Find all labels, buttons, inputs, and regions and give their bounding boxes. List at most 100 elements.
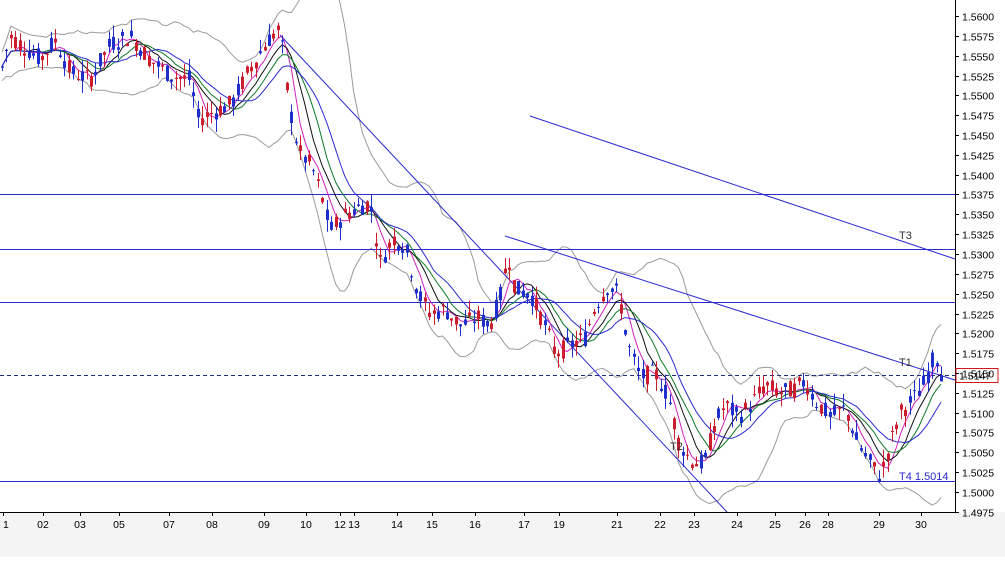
candle-body — [46, 53, 49, 55]
trendlines — [279, 34, 956, 513]
candle-body — [709, 433, 712, 451]
candle-body — [393, 236, 396, 246]
candle-body — [326, 209, 329, 221]
candle-body — [700, 454, 703, 469]
candle-body — [820, 404, 823, 414]
candle-body — [433, 310, 436, 314]
y-axis-ticks: 1.5600 1.5575 1.5550 1.5525 1.5500 1.5475 1.54… — [955, 12, 994, 520]
candle-body — [90, 76, 93, 87]
candle-body — [264, 47, 267, 51]
candle-body — [5, 49, 8, 51]
candle-body — [535, 297, 538, 311]
candle-body — [419, 291, 422, 302]
candle-body — [348, 212, 351, 219]
y-tick-label: 1.5025 — [962, 468, 994, 480]
y-tick-label: 1.5275 — [962, 270, 994, 282]
candle-body — [798, 377, 801, 382]
candle-body — [918, 390, 921, 397]
candle-body — [183, 75, 186, 79]
candle-body — [241, 76, 244, 89]
x-tick-label: 19 — [553, 519, 565, 531]
candle-body — [268, 34, 271, 46]
candle-body — [139, 50, 142, 56]
candle-body — [913, 390, 916, 392]
y-tick-label: 1.5550 — [962, 52, 994, 64]
candle-body — [415, 289, 418, 294]
candle-body — [584, 331, 587, 347]
candle-body — [780, 392, 783, 395]
candle-body — [19, 40, 22, 51]
candle-body — [940, 375, 943, 382]
candle-body — [143, 47, 146, 60]
x-tick-label: 21 — [611, 519, 623, 531]
candle-body — [544, 320, 547, 326]
candle-body — [695, 463, 698, 467]
candle-body — [882, 461, 885, 467]
y-tick-label: 1.5400 — [962, 171, 994, 183]
candle-body — [28, 51, 31, 58]
bollinger-lower — [1, 66, 942, 506]
candle-body — [401, 249, 404, 253]
bollinger-upper — [1, 0, 942, 390]
candle-body — [522, 290, 525, 297]
candle-body — [873, 462, 876, 467]
x-tick-label: 03 — [74, 519, 86, 531]
candlesticks — [1, 20, 943, 483]
candle-body — [464, 319, 467, 325]
candle-body — [308, 154, 311, 162]
candle-body — [1, 66, 4, 68]
x-tick-label: 15 — [426, 519, 438, 531]
candle-body — [704, 452, 707, 457]
candle-body — [232, 97, 235, 107]
candle-body — [361, 205, 364, 215]
candle-body — [54, 38, 57, 43]
current-price-box — [955, 368, 999, 383]
candle-body — [250, 66, 253, 72]
candle-body — [312, 170, 315, 172]
x-tick-label: 28 — [822, 519, 834, 531]
candle-body — [753, 394, 756, 396]
candle-body — [201, 118, 204, 126]
candle-body — [126, 43, 129, 46]
candle-body — [855, 432, 858, 440]
candle-body — [121, 31, 124, 36]
candle-body — [135, 42, 138, 51]
candle-body — [379, 254, 382, 257]
candle-body — [531, 295, 534, 306]
candle-body — [499, 286, 502, 301]
x-axis-band — [0, 512, 1005, 557]
y-tick-label: 1.5150 — [962, 369, 994, 381]
candle-body — [344, 208, 347, 213]
candle-body — [339, 222, 342, 228]
x-tick-label: 24 — [731, 519, 743, 531]
candle-body — [206, 112, 209, 118]
candle-body — [717, 408, 720, 418]
y-tick-label: 1.4975 — [962, 508, 994, 520]
y-tick-label: 1.5300 — [962, 250, 994, 262]
annotations: T1 T2 T3 T4 1.5014 — [670, 230, 949, 483]
y-tick-label: 1.5500 — [962, 91, 994, 103]
candle-body — [682, 452, 685, 456]
candle-body — [446, 312, 449, 320]
y-tick-label: 1.5450 — [962, 131, 994, 143]
candle-body — [290, 111, 293, 124]
candle-body — [41, 56, 44, 61]
candle-body — [878, 478, 881, 482]
x-tick-label: 05 — [113, 519, 125, 531]
candle-body — [579, 333, 582, 335]
candle-body — [63, 61, 66, 69]
x-tick-label: 26 — [799, 519, 811, 531]
candle-body — [562, 340, 565, 359]
y-tick-label: 1.5000 — [962, 488, 994, 500]
candle-body — [23, 53, 26, 56]
candle-body — [557, 353, 560, 357]
y-tick-label: 1.5350 — [962, 210, 994, 222]
candle-body — [637, 367, 640, 372]
x-tick-label: 16 — [469, 519, 481, 531]
y-tick-label: 1.5075 — [962, 428, 994, 440]
x-tick-label: 22 — [654, 519, 666, 531]
candle-body — [740, 416, 743, 424]
candle-body — [824, 402, 827, 416]
